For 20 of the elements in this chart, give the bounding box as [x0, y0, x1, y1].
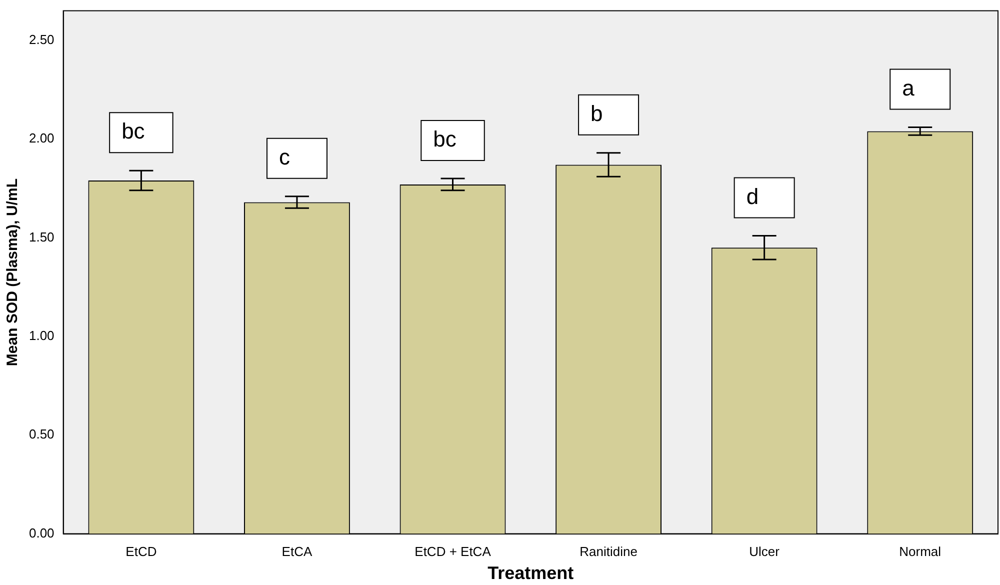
y-tick-label: 2.50	[28, 32, 54, 47]
x-axis-title: Treatment	[488, 563, 574, 584]
annotation: bc	[122, 118, 145, 144]
x-tick-label: EtCA	[282, 544, 312, 560]
annotation: d	[746, 184, 759, 209]
y-tick-label: 0.00	[28, 525, 54, 540]
x-tick-label: EtCD	[126, 544, 157, 560]
y-tick-label: 2.00	[28, 130, 54, 146]
y-tick-label: 1.00	[28, 328, 54, 344]
x-tick-label: Normal	[899, 544, 942, 560]
annotation: b	[590, 100, 603, 126]
x-tick-label: Ulcer	[749, 544, 780, 560]
x-tick-label: EtCD + EtCA	[414, 544, 492, 560]
y-axis-title: Mean SOD (Plasma), U/mL	[4, 178, 22, 366]
y-tick-label: 0.50	[28, 426, 54, 442]
annotation: a	[902, 75, 916, 100]
x-tick-label: Ranitidine	[580, 544, 638, 560]
annotation: bc	[433, 126, 456, 152]
y-tick-label: 1.50	[28, 229, 54, 244]
annotation: c	[278, 144, 290, 170]
